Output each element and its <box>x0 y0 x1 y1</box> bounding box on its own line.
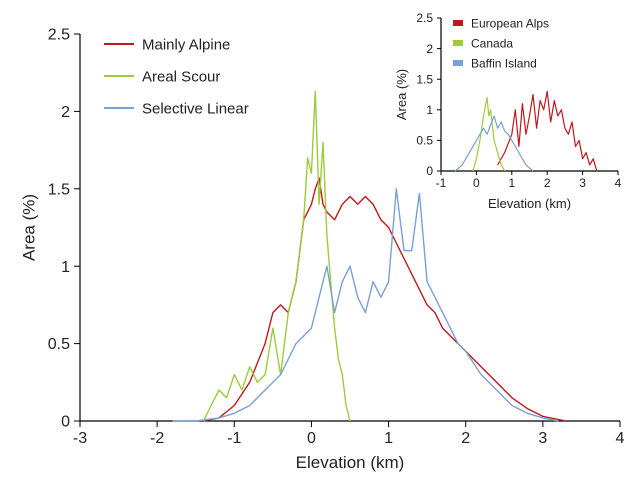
inset-x-tick-label: -1 <box>436 176 447 190</box>
inset-series-baffin-island <box>454 115 534 172</box>
inset-y-tick-label: 1.5 <box>416 72 433 86</box>
inset-x-tick-label: 0 <box>473 176 480 190</box>
inset-x-tick-label: 1 <box>508 176 515 190</box>
main-x-axis-title: Elevation (km) <box>296 453 405 472</box>
main-x-tick-label: -3 <box>73 430 87 447</box>
main-legend: Mainly Alpine Areal Scour Selective Linear <box>104 36 249 117</box>
main-x-tick-label: 4 <box>616 430 624 447</box>
main-x-tick-label: 3 <box>538 430 547 447</box>
main-y-tick-label: 2 <box>61 104 70 121</box>
main-x-tick-label: 2 <box>461 430 470 447</box>
legend-label: Canada <box>471 36 513 50</box>
main-x-tick-label: 1 <box>384 430 393 447</box>
inset-series-european-alps <box>497 90 598 172</box>
main-x-tick-label: 0 <box>307 430 316 447</box>
main-y-tick-label: 1.5 <box>48 181 70 198</box>
main-series-mainly-alpine <box>203 177 567 422</box>
legend-label: Areal Scour <box>142 68 220 85</box>
legend-label: European Alps <box>471 16 549 30</box>
inset-y-axis-title: Area (%) <box>394 69 409 120</box>
legend-label: Selective Linear <box>142 100 249 117</box>
main-x-tick-label: -1 <box>227 430 241 447</box>
inset-x-axis-title: Elevation (km) <box>488 196 571 211</box>
inset-y-tick-label: 2 <box>426 42 433 56</box>
main-series-selective-linear <box>172 188 559 422</box>
inset-x-tick-label: 3 <box>579 176 586 190</box>
inset-y-tick-label: 1 <box>426 103 433 117</box>
inset-legend: European Alps Canada Baffin Island <box>453 16 549 70</box>
inset-series-canada <box>472 96 506 172</box>
main-x-tick-label: -2 <box>150 430 164 447</box>
inset-y-tick-label: 2.5 <box>416 11 433 25</box>
main-series-areal-scour <box>202 90 351 422</box>
inset-x-tick-label: 4 <box>615 176 622 190</box>
inset-x-tick-label: 2 <box>544 176 551 190</box>
legend-label: Mainly Alpine <box>142 36 230 53</box>
legend-label: Baffin Island <box>471 56 537 70</box>
main-y-tick-label: 1 <box>61 259 70 276</box>
main-y-tick-label: 0 <box>61 414 70 431</box>
main-y-tick-label: 2.5 <box>48 27 70 44</box>
inset-y-tick-label: 0.5 <box>416 134 433 148</box>
main-y-axis-title: Area (%) <box>19 194 38 261</box>
inset-y-tick-label: 0 <box>426 164 433 178</box>
main-y-tick-label: 0.5 <box>48 336 70 353</box>
